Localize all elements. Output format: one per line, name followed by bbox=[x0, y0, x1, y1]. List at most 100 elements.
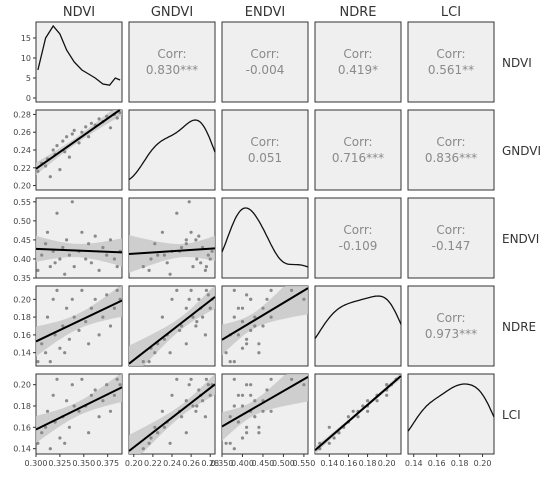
point-lci-endvi-22 bbox=[253, 399, 257, 403]
corr-value-gndvi-endvi: 0.051 bbox=[248, 151, 282, 165]
point-lci-endvi-27 bbox=[249, 383, 253, 387]
ytick-label-gndvi-0.26: 0.26 bbox=[13, 128, 31, 137]
point-lci-endvi-8 bbox=[240, 436, 245, 440]
point-lci-endvi-14 bbox=[232, 404, 236, 408]
point-lci-endvi-25 bbox=[240, 393, 245, 397]
point-gndvi-ndvi-14 bbox=[72, 128, 76, 132]
point-ndre-endvi-17 bbox=[240, 320, 245, 324]
point-endvi-gndvi-13 bbox=[187, 200, 191, 204]
point-endvi-ndvi-7 bbox=[55, 211, 59, 215]
density-lci bbox=[407, 383, 495, 432]
point-ndre-gndvi-0 bbox=[147, 360, 151, 364]
point-ndre-endvi-12 bbox=[245, 337, 249, 341]
point-lci-endvi-5 bbox=[249, 393, 253, 397]
point-ndre-gndvi-10 bbox=[168, 351, 172, 355]
point-lci-ndvi-1 bbox=[40, 431, 44, 435]
point-lci-gndvi-8 bbox=[149, 436, 153, 440]
point-ndre-endvi-22 bbox=[253, 315, 257, 319]
regression-line-gndvi-ndvi bbox=[35, 109, 121, 170]
point-ndre-gndvi-4 bbox=[141, 360, 145, 364]
point-ndre-ndvi-23 bbox=[105, 293, 109, 297]
point-lci-gndvi-18 bbox=[184, 431, 188, 435]
confidence-band-gndvi-ndvi bbox=[36, 110, 122, 175]
point-ndre-ndvi-3 bbox=[45, 315, 50, 319]
corr-value-ndvi-lci: 0.561** bbox=[428, 63, 474, 77]
panel-ndre-lci bbox=[407, 285, 495, 367]
panel-gndvi-endvi bbox=[221, 109, 309, 191]
ytick-label-ndre-0.18: 0.18 bbox=[13, 313, 31, 322]
point-gndvi-ndvi-7 bbox=[55, 144, 59, 148]
point-gndvi-ndvi-10 bbox=[63, 150, 67, 154]
point-lci-ndvi-0 bbox=[36, 441, 40, 445]
column-header-ndre: NDRE bbox=[340, 5, 377, 20]
point-gndvi-ndvi-23 bbox=[105, 114, 109, 118]
point-endvi-ndvi-3 bbox=[45, 230, 50, 234]
point-lci-ndre-15 bbox=[351, 409, 355, 413]
regression-line-ndre-ndvi bbox=[35, 299, 123, 343]
point-ndre-gndvi-7 bbox=[175, 288, 179, 292]
point-gndvi-ndvi-5 bbox=[51, 148, 55, 152]
point-endvi-gndvi-11 bbox=[184, 238, 188, 242]
point-ndre-ndvi-10 bbox=[63, 351, 67, 355]
point-ndre-ndvi-1 bbox=[40, 342, 44, 346]
density-ndre bbox=[314, 295, 402, 340]
point-ndre-ndvi-4 bbox=[48, 360, 52, 364]
point-ndre-gndvi-15 bbox=[178, 328, 182, 332]
point-lci-gndvi-5 bbox=[170, 393, 174, 397]
point-lci-ndre-22 bbox=[366, 399, 370, 403]
xtick-label-ndvi-0.375: 0.375 bbox=[96, 459, 119, 468]
point-lci-gndvi-20 bbox=[197, 388, 201, 392]
panel-ndvi-ndre bbox=[314, 21, 402, 103]
point-endvi-gndvi-23 bbox=[206, 253, 210, 257]
column-header-ndvi: NDVI bbox=[63, 5, 95, 20]
point-endvi-gndvi-24 bbox=[194, 238, 198, 242]
point-lci-ndvi-24 bbox=[108, 409, 113, 413]
point-ndre-ndvi-22 bbox=[101, 315, 105, 319]
point-lci-endvi-20 bbox=[265, 388, 269, 392]
point-endvi-ndvi-23 bbox=[105, 253, 109, 257]
point-ndre-gndvi-25 bbox=[208, 306, 212, 310]
point-endvi-ndvi-26 bbox=[115, 265, 119, 269]
point-endvi-gndvi-8 bbox=[149, 257, 153, 261]
point-lci-endvi-9 bbox=[253, 415, 257, 419]
point-lci-ndvi-3 bbox=[45, 409, 50, 413]
ytick-label-ndre-0.20: 0.20 bbox=[13, 295, 31, 304]
point-lci-endvi-0 bbox=[228, 441, 232, 445]
point-endvi-gndvi-16 bbox=[189, 230, 193, 234]
point-endvi-gndvi-19 bbox=[199, 261, 203, 265]
point-lci-ndre-17 bbox=[361, 404, 365, 408]
point-lci-gndvi-0 bbox=[147, 441, 151, 445]
point-lci-gndvi-13 bbox=[187, 383, 191, 387]
point-lci-ndre-18 bbox=[337, 431, 341, 435]
point-lci-gndvi-17 bbox=[195, 404, 199, 408]
xtick-label-ndre-0.14: 0.14 bbox=[320, 459, 338, 468]
xtick-label-ndvi-0.300: 0.300 bbox=[25, 459, 48, 468]
point-lci-endvi-2 bbox=[257, 425, 261, 429]
point-lci-ndvi-4 bbox=[48, 447, 52, 451]
point-ndre-endvi-7 bbox=[290, 288, 294, 292]
point-lci-gndvi-11 bbox=[184, 399, 188, 403]
xtick-label-gndvi-0.22: 0.22 bbox=[144, 459, 162, 468]
point-lci-ndre-21 bbox=[346, 415, 350, 419]
density-ndvi bbox=[37, 24, 121, 86]
point-lci-endvi-24 bbox=[261, 409, 265, 413]
xtick-label-ndvi-0.325: 0.325 bbox=[48, 459, 71, 468]
point-endvi-ndvi-6 bbox=[53, 261, 57, 265]
ytick-label-endvi-0.50: 0.50 bbox=[13, 217, 31, 226]
point-lci-ndvi-8 bbox=[58, 436, 62, 440]
point-ndre-ndvi-15 bbox=[77, 328, 81, 332]
point-lci-ndre-3 bbox=[366, 409, 370, 413]
point-lci-endvi-16 bbox=[269, 377, 273, 381]
point-endvi-ndvi-21 bbox=[97, 268, 101, 272]
point-lci-ndvi-26 bbox=[115, 377, 119, 381]
point-ndre-endvi-3 bbox=[269, 315, 273, 319]
xtick-label-endvi-0.450: 0.450 bbox=[251, 459, 274, 468]
point-lci-ndvi-5 bbox=[51, 393, 55, 397]
panel-endvi-ndvi bbox=[35, 197, 123, 279]
point-lci-endvi-21 bbox=[228, 415, 232, 419]
xtick-label-lci-0.14: 0.14 bbox=[405, 459, 423, 468]
ytick-label-ndre-0.16: 0.16 bbox=[13, 331, 31, 340]
regression-line-lci-ndre bbox=[314, 375, 402, 452]
point-endvi-ndvi-24 bbox=[108, 238, 113, 242]
point-gndvi-ndvi-18 bbox=[87, 135, 91, 139]
